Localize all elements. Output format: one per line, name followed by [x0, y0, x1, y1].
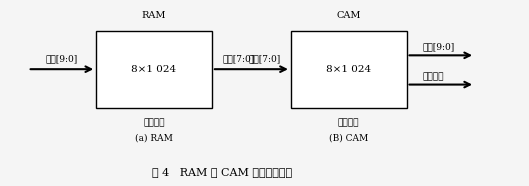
Text: (a) RAM: (a) RAM	[135, 133, 173, 142]
FancyBboxPatch shape	[96, 31, 212, 108]
Text: RAM: RAM	[142, 11, 166, 20]
Text: 地址[9:0]: 地址[9:0]	[422, 43, 454, 52]
Text: 8×1 024: 8×1 024	[131, 65, 177, 74]
Text: 地址[9:0]: 地址[9:0]	[46, 55, 78, 64]
Text: 读取模式: 读取模式	[338, 119, 359, 128]
Text: CAM: CAM	[336, 11, 361, 20]
Text: 匹配标志: 匹配标志	[422, 72, 444, 81]
Text: (B) CAM: (B) CAM	[329, 133, 368, 142]
Text: 输入[7:0]: 输入[7:0]	[248, 55, 280, 64]
FancyBboxPatch shape	[291, 31, 407, 108]
Text: 读取模式: 读取模式	[143, 119, 165, 128]
Text: 输出[7:0]: 输出[7:0]	[222, 55, 254, 64]
Text: 图 4   RAM 与 CAM 读取模式比较: 图 4 RAM 与 CAM 读取模式比较	[152, 167, 293, 177]
Text: 8×1 024: 8×1 024	[326, 65, 371, 74]
